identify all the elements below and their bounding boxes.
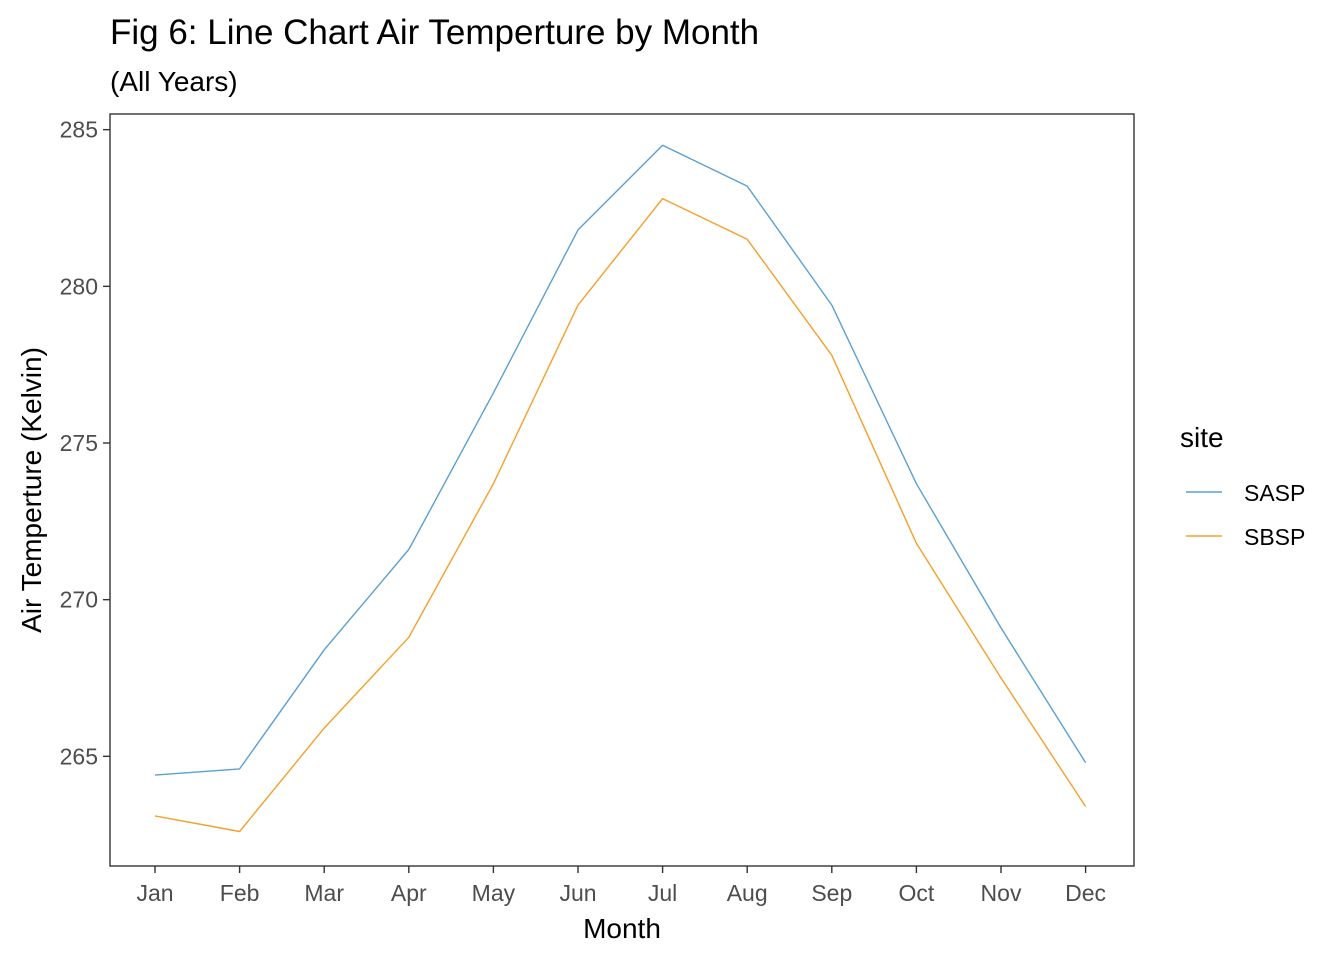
x-tick-label: Aug <box>727 880 768 906</box>
x-tick-label: Jul <box>648 880 677 906</box>
x-tick-label: Jun <box>559 880 596 906</box>
legend-label-sasp: SASP <box>1244 480 1305 506</box>
x-tick-label: Dec <box>1065 880 1106 906</box>
legend: site SASP SBSP <box>1180 422 1305 550</box>
y-axis-title: Air Temperture (Kelvin) <box>16 347 47 633</box>
y-tick-label: 270 <box>60 587 98 613</box>
x-tick-label: May <box>472 880 516 906</box>
x-tick-label: Feb <box>220 880 260 906</box>
chart-title: Fig 6: Line Chart Air Temperture by Mont… <box>110 13 759 52</box>
y-tick-label: 280 <box>60 273 98 299</box>
x-axis: Jan Feb Mar Apr May Jun Jul Aug Sep Oct Nov Dec <box>136 866 1106 906</box>
chart-subtitle: (All Years) <box>110 66 238 97</box>
y-axis: 265 270 275 280 285 <box>60 117 110 769</box>
x-tick-label: Jan <box>136 880 173 906</box>
x-axis-title: Month <box>583 913 661 944</box>
x-tick-label: Sep <box>811 880 852 906</box>
y-tick-label: 285 <box>60 117 98 143</box>
series-line-sasp <box>154 144 1087 776</box>
series-layer <box>154 144 1087 833</box>
series-line-sbsp <box>154 197 1087 833</box>
x-tick-label: Apr <box>391 880 427 906</box>
y-tick-label: 275 <box>60 430 98 456</box>
y-tick-label: 265 <box>60 743 98 769</box>
legend-title: site <box>1180 422 1224 453</box>
x-tick-label: Oct <box>899 880 935 906</box>
plot-panel <box>109 113 1135 867</box>
legend-label-sbsp: SBSP <box>1244 524 1305 550</box>
x-tick-label: Nov <box>981 880 1022 906</box>
x-tick-label: Mar <box>304 880 344 906</box>
